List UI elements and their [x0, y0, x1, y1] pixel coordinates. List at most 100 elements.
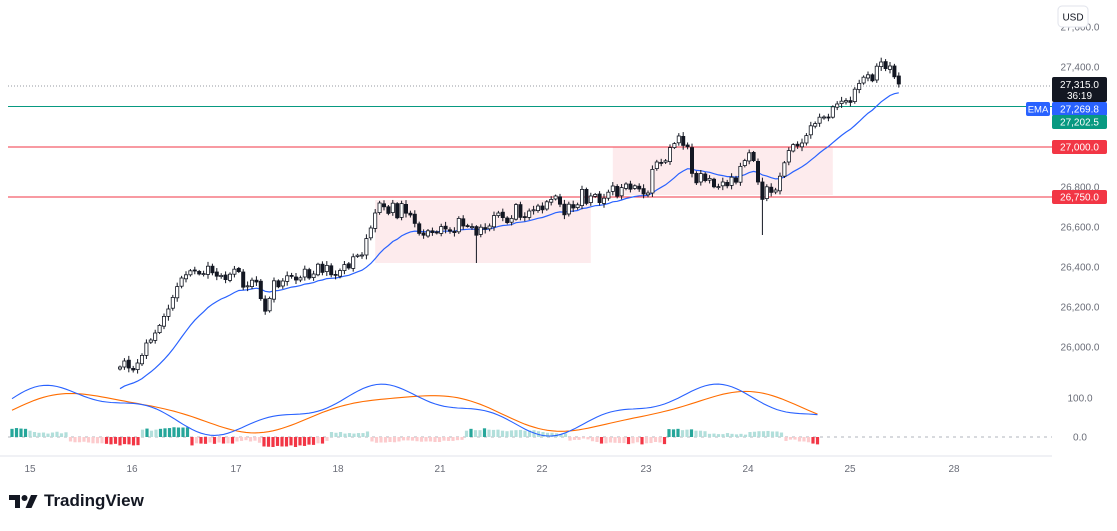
- candle[interactable]: [756, 160, 761, 183]
- candle[interactable]: [311, 273, 316, 278]
- candle[interactable]: [747, 152, 752, 162]
- candle[interactable]: [522, 216, 527, 219]
- candle[interactable]: [769, 186, 774, 193]
- candle[interactable]: [412, 213, 417, 224]
- candle[interactable]: [148, 339, 153, 343]
- candle[interactable]: [179, 277, 184, 287]
- candle[interactable]: [786, 150, 791, 163]
- candle[interactable]: [646, 192, 651, 196]
- candle[interactable]: [214, 271, 219, 277]
- last-price-badge[interactable]: [1052, 77, 1107, 102]
- candle[interactable]: [817, 116, 822, 124]
- candle[interactable]: [293, 276, 298, 281]
- candle[interactable]: [663, 160, 668, 163]
- candle[interactable]: [192, 269, 197, 272]
- candle[interactable]: [566, 203, 571, 215]
- candle[interactable]: [254, 279, 259, 283]
- candle[interactable]: [131, 367, 136, 371]
- candle[interactable]: [126, 359, 131, 369]
- candle[interactable]: [153, 332, 158, 341]
- candle[interactable]: [249, 279, 254, 288]
- candle[interactable]: [857, 83, 862, 91]
- candle[interactable]: [720, 181, 725, 187]
- candle[interactable]: [654, 161, 659, 169]
- candle[interactable]: [562, 203, 567, 216]
- candle[interactable]: [276, 280, 281, 288]
- candle[interactable]: [892, 65, 897, 78]
- candle[interactable]: [580, 188, 585, 206]
- candle[interactable]: [483, 227, 488, 230]
- candle[interactable]: [540, 205, 545, 211]
- candle[interactable]: [848, 100, 853, 103]
- candle[interactable]: [408, 212, 413, 216]
- candle[interactable]: [285, 275, 290, 282]
- candle[interactable]: [302, 268, 307, 278]
- candle[interactable]: [729, 176, 734, 186]
- candle[interactable]: [874, 65, 879, 81]
- candle[interactable]: [289, 274, 294, 277]
- candle[interactable]: [602, 197, 607, 204]
- candle[interactable]: [461, 218, 466, 227]
- candle[interactable]: [681, 135, 686, 146]
- candle[interactable]: [205, 265, 210, 275]
- candle[interactable]: [496, 212, 501, 216]
- candle[interactable]: [377, 202, 382, 213]
- candle[interactable]: [883, 61, 888, 69]
- candle[interactable]: [852, 88, 857, 102]
- candle[interactable]: [227, 273, 232, 281]
- candle[interactable]: [425, 230, 430, 237]
- candle[interactable]: [368, 227, 373, 239]
- candle[interactable]: [593, 193, 598, 197]
- candle[interactable]: [725, 181, 730, 187]
- candle[interactable]: [439, 226, 444, 234]
- candle[interactable]: [359, 254, 364, 257]
- candle[interactable]: [839, 100, 844, 104]
- ema-line[interactable]: [119, 92, 899, 390]
- candle[interactable]: [584, 188, 589, 204]
- candle[interactable]: [844, 100, 849, 103]
- candle[interactable]: [615, 185, 620, 197]
- candle[interactable]: [417, 223, 422, 234]
- candle[interactable]: [333, 273, 338, 276]
- candle[interactable]: [690, 147, 695, 174]
- candle[interactable]: [861, 76, 866, 84]
- candle[interactable]: [536, 205, 541, 211]
- candle[interactable]: [571, 204, 576, 209]
- candle[interactable]: [443, 225, 448, 230]
- candle[interactable]: [637, 185, 642, 190]
- candle[interactable]: [487, 225, 492, 230]
- candle[interactable]: [320, 263, 325, 273]
- candle[interactable]: [813, 123, 818, 127]
- candle[interactable]: [734, 177, 739, 183]
- candle[interactable]: [452, 230, 457, 233]
- candle[interactable]: [465, 225, 470, 228]
- candle[interactable]: [258, 280, 263, 300]
- candle[interactable]: [650, 168, 655, 194]
- candle[interactable]: [672, 143, 677, 149]
- candle[interactable]: [144, 342, 149, 356]
- candle[interactable]: [610, 185, 615, 192]
- candle[interactable]: [826, 116, 831, 119]
- ema-value-badge[interactable]: [1052, 102, 1107, 116]
- candle[interactable]: [518, 204, 523, 218]
- candle[interactable]: [509, 217, 514, 223]
- candle[interactable]: [271, 280, 276, 300]
- candle[interactable]: [606, 191, 611, 199]
- line-price-badge-3[interactable]: [1052, 190, 1107, 204]
- candle[interactable]: [381, 203, 386, 208]
- candle[interactable]: [558, 196, 563, 205]
- candle[interactable]: [751, 151, 756, 161]
- candle[interactable]: [395, 203, 400, 219]
- candle[interactable]: [742, 160, 747, 167]
- candle[interactable]: [491, 215, 496, 228]
- candle[interactable]: [307, 269, 312, 279]
- candle[interactable]: [403, 203, 408, 214]
- candle[interactable]: [210, 265, 215, 274]
- candle[interactable]: [685, 144, 690, 148]
- candle[interactable]: [879, 61, 884, 67]
- candle[interactable]: [835, 103, 840, 108]
- candle[interactable]: [188, 270, 193, 276]
- candle[interactable]: [619, 187, 624, 197]
- candle[interactable]: [822, 116, 827, 119]
